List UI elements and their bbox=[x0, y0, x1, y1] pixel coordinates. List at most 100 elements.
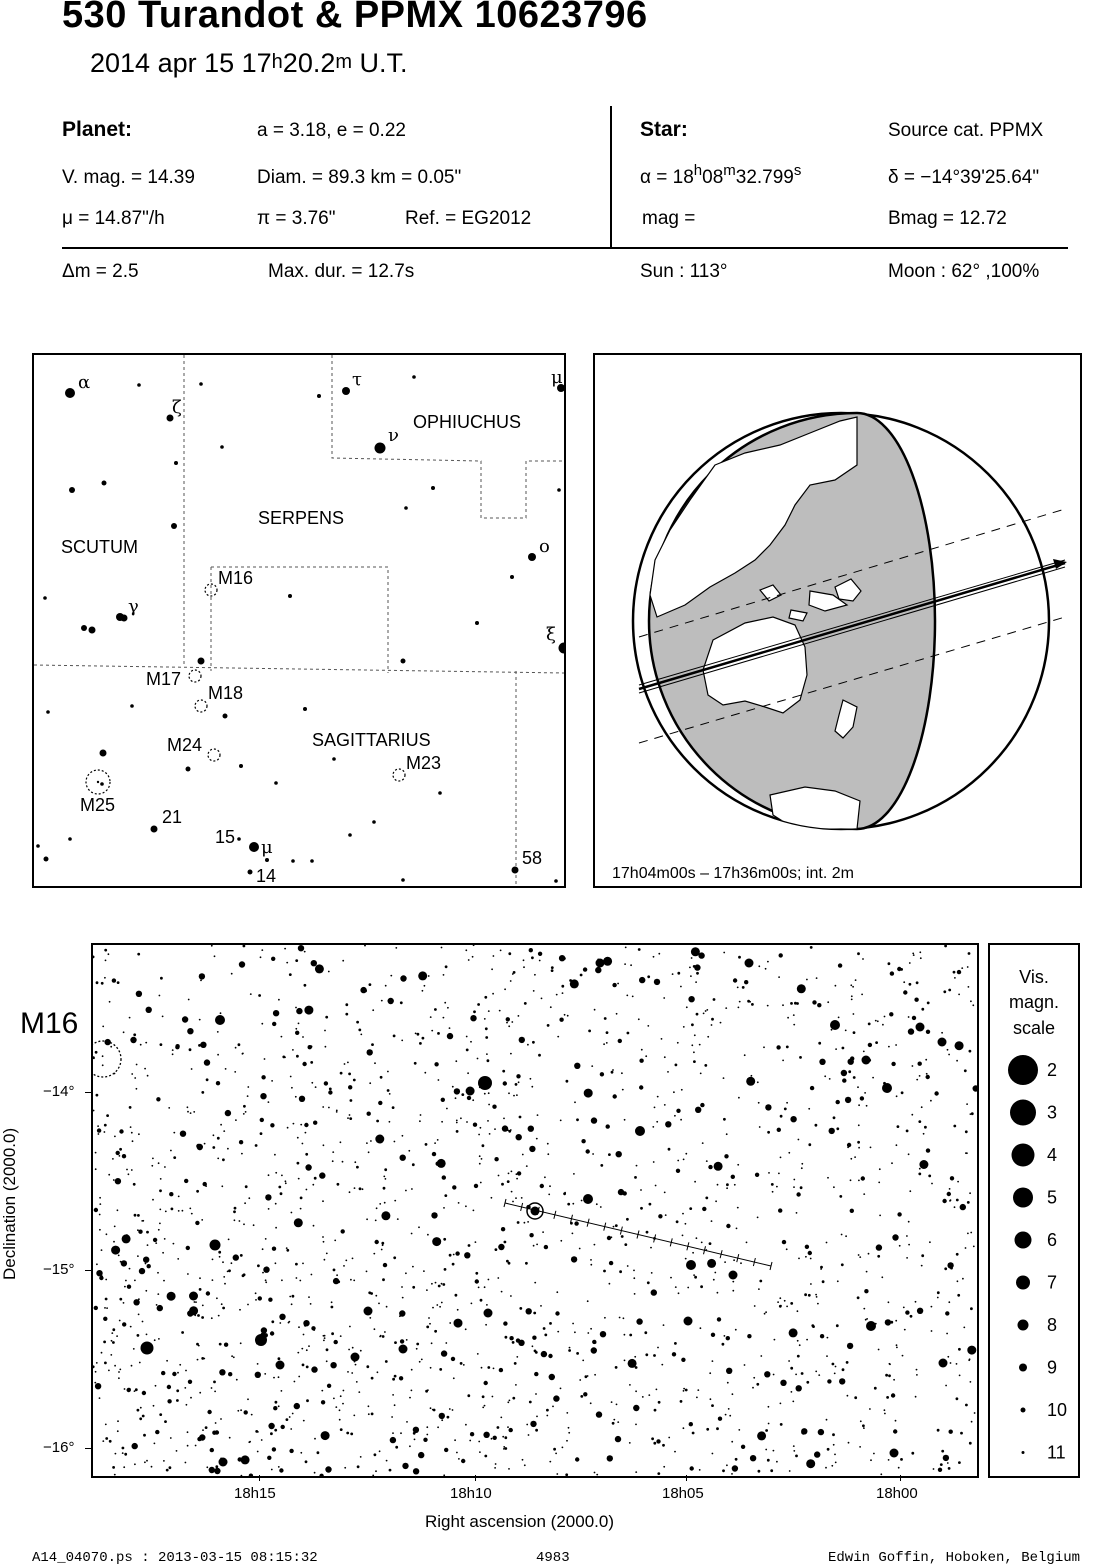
field-star bbox=[546, 1414, 549, 1417]
field-star bbox=[615, 1151, 622, 1158]
field-star bbox=[900, 1458, 903, 1461]
hour-mark: h bbox=[271, 51, 283, 73]
field-star bbox=[193, 1301, 196, 1303]
field-star bbox=[583, 1392, 588, 1397]
field-star bbox=[166, 1384, 172, 1390]
field-star bbox=[767, 1422, 770, 1425]
field-star bbox=[516, 1094, 518, 1096]
field-star bbox=[942, 1454, 950, 1462]
field-star bbox=[160, 976, 163, 980]
field-star bbox=[450, 1356, 456, 1362]
field-star bbox=[177, 1210, 180, 1212]
path-arrow-icon bbox=[1053, 559, 1067, 569]
field-star bbox=[685, 1006, 688, 1009]
field-star bbox=[179, 1130, 187, 1137]
field-star bbox=[394, 1341, 397, 1344]
label-58: 58 bbox=[522, 848, 542, 868]
field-star bbox=[664, 1214, 667, 1216]
field-star bbox=[662, 1443, 665, 1447]
field-star bbox=[865, 1104, 868, 1107]
field-star bbox=[693, 1274, 695, 1276]
field-star bbox=[610, 1070, 614, 1074]
field-star bbox=[478, 1162, 481, 1165]
field-star bbox=[104, 1307, 106, 1309]
label-mu-oph: μ bbox=[551, 367, 563, 388]
star-ra-seconds: 32.799 bbox=[735, 167, 794, 188]
field-star bbox=[734, 1328, 737, 1331]
field-star bbox=[912, 952, 915, 955]
label-alpha: α bbox=[78, 372, 90, 393]
field-star bbox=[426, 1325, 430, 1329]
field-star bbox=[747, 1334, 752, 1339]
field-star bbox=[793, 1186, 795, 1188]
field-star bbox=[508, 1399, 511, 1402]
field-star bbox=[834, 1461, 837, 1464]
field-star bbox=[738, 1429, 741, 1431]
track-tick bbox=[719, 1250, 723, 1259]
field-star bbox=[455, 1119, 458, 1122]
field-star bbox=[792, 1400, 795, 1403]
field-star bbox=[170, 1207, 174, 1211]
field-star bbox=[233, 1206, 237, 1210]
field-star bbox=[796, 1354, 800, 1358]
field-star bbox=[613, 1418, 616, 1421]
field-star bbox=[440, 946, 443, 949]
field-star bbox=[151, 1164, 154, 1167]
field-star bbox=[633, 1269, 635, 1272]
field-star bbox=[123, 1388, 126, 1390]
field-star bbox=[401, 1134, 404, 1137]
field-star bbox=[461, 1458, 466, 1464]
field-star bbox=[757, 1101, 760, 1104]
field-star bbox=[110, 1354, 113, 1356]
field-star bbox=[612, 1069, 614, 1071]
field-star bbox=[484, 1027, 488, 1031]
field-star bbox=[444, 1194, 448, 1197]
field-star bbox=[114, 1135, 116, 1138]
field-star bbox=[792, 1014, 795, 1016]
field-star bbox=[351, 1372, 354, 1374]
field-star bbox=[128, 1267, 131, 1270]
field-star bbox=[710, 1332, 716, 1337]
field-star bbox=[104, 948, 108, 952]
field-star bbox=[623, 1333, 626, 1336]
field-star bbox=[788, 1328, 798, 1338]
label-m18: M18 bbox=[208, 683, 243, 703]
field-star bbox=[434, 1062, 439, 1067]
field-star bbox=[815, 1293, 817, 1296]
field-star bbox=[901, 1354, 904, 1357]
field-star bbox=[145, 1333, 148, 1336]
field-star bbox=[303, 950, 306, 953]
field-star bbox=[600, 1164, 604, 1167]
finder-stars bbox=[36, 375, 564, 883]
label-sagittarius: SAGITTARIUS bbox=[312, 730, 431, 750]
field-star bbox=[818, 1374, 821, 1376]
field-star bbox=[549, 1185, 551, 1188]
field-star bbox=[421, 1036, 425, 1040]
field-star bbox=[837, 1016, 840, 1019]
field-star bbox=[716, 1183, 719, 1186]
field-star bbox=[203, 1059, 211, 1066]
field-star bbox=[503, 1117, 505, 1120]
field-star bbox=[875, 1244, 883, 1251]
field-star bbox=[588, 1029, 591, 1033]
field-star bbox=[487, 1366, 491, 1369]
field-star bbox=[93, 1109, 95, 1112]
field-star bbox=[707, 1258, 717, 1268]
field-star bbox=[304, 1005, 314, 1015]
field-star bbox=[847, 1058, 854, 1065]
field-star bbox=[238, 961, 246, 968]
field-star bbox=[796, 1310, 799, 1313]
field-star bbox=[265, 1194, 272, 1201]
field-star bbox=[684, 1222, 687, 1225]
field-star bbox=[146, 1459, 148, 1462]
field-star bbox=[128, 1387, 131, 1391]
field-star bbox=[323, 1081, 329, 1086]
field-star bbox=[211, 1279, 214, 1281]
field-star bbox=[510, 1170, 513, 1173]
field-star bbox=[776, 1127, 781, 1132]
field-star bbox=[410, 1232, 413, 1235]
field-star bbox=[966, 966, 969, 968]
field-star bbox=[635, 1390, 637, 1393]
field-star bbox=[305, 1152, 309, 1156]
field-star bbox=[166, 1359, 168, 1362]
